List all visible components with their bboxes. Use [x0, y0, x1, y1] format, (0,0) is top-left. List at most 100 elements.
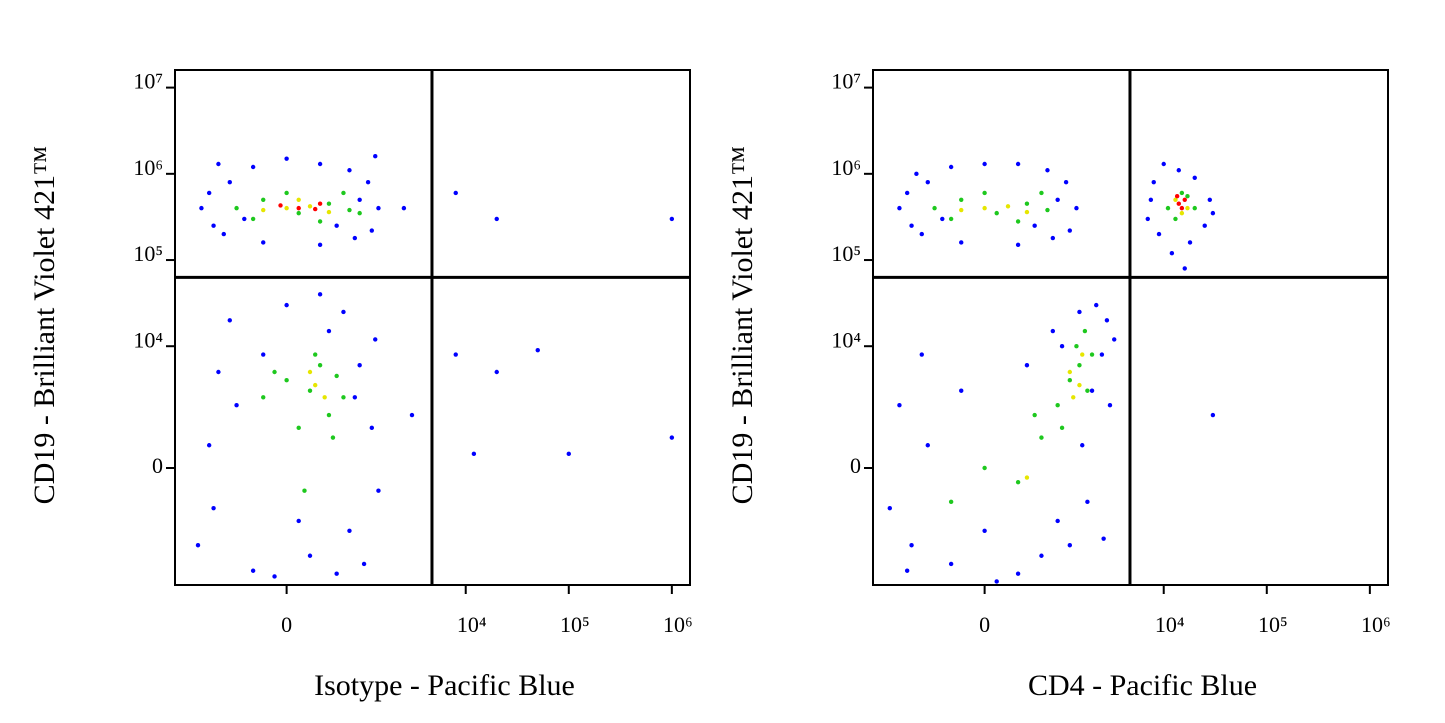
event-dot [1148, 197, 1154, 202]
event-dot [369, 228, 375, 233]
event-dot [242, 216, 247, 222]
event-dot [1074, 205, 1079, 211]
event-dot [341, 190, 346, 196]
event-dot [1005, 204, 1011, 209]
plot-frame [872, 69, 1389, 586]
event-dot [317, 219, 323, 224]
event-dot [1185, 205, 1190, 211]
event-dot [284, 378, 289, 383]
event-dot [250, 568, 256, 573]
event-dot [352, 235, 358, 241]
event-dot [1094, 302, 1099, 308]
event-dot [982, 190, 987, 196]
y-axis-title: CD19 - Brilliant Violet 421™ [726, 146, 759, 505]
event-dot [365, 179, 371, 185]
event-dot [982, 205, 987, 211]
event-dot [211, 505, 216, 511]
event-dot [1210, 210, 1216, 216]
event-dot [669, 435, 675, 440]
event-dot [1067, 378, 1073, 383]
event-dot [307, 369, 313, 375]
y-tick-label: 10⁵ [133, 241, 163, 266]
event-dot [1156, 231, 1162, 237]
event-dot [1067, 543, 1073, 548]
event-dot [1074, 344, 1079, 349]
event-dot [284, 156, 289, 161]
event-dot [227, 318, 232, 323]
event-dot [1179, 205, 1185, 211]
event-dot [1101, 536, 1106, 541]
event-dot [376, 205, 381, 211]
event-dot [994, 579, 999, 584]
event-dot [250, 164, 256, 170]
event-dot [494, 216, 499, 222]
x-tick-label: 10⁴ [457, 612, 487, 637]
event-dot [959, 240, 964, 245]
event-dot [948, 561, 954, 567]
event-dot [932, 205, 937, 211]
event-dot [1104, 318, 1110, 323]
x-axis-title: CD4 - Pacific Blue [1028, 669, 1257, 702]
y-tick-label: 10⁵ [831, 241, 861, 266]
event-dot [296, 210, 301, 216]
event-dot [1192, 205, 1197, 211]
event-dot [250, 216, 256, 222]
event-dot [1039, 190, 1044, 196]
event-dot [227, 179, 232, 185]
event-dot [313, 382, 318, 388]
event-dot [1050, 328, 1056, 334]
event-dot [914, 171, 919, 177]
event-dot [1112, 337, 1117, 342]
event-dot [216, 369, 221, 375]
event-dot [669, 216, 675, 222]
event-dot [887, 505, 892, 511]
event-dot [897, 403, 902, 408]
event-dot [261, 240, 266, 245]
event-dot [334, 223, 339, 228]
event-dot [1085, 499, 1090, 505]
event-dot [284, 302, 289, 308]
event-dot [1185, 194, 1190, 199]
event-dot [409, 412, 415, 418]
event-dot [307, 553, 313, 558]
event-dot [1050, 235, 1056, 241]
y-tick-label: 10⁷ [831, 69, 861, 94]
event-dot [1202, 223, 1207, 228]
event-dot [357, 363, 362, 368]
event-dot [261, 352, 266, 357]
event-dot [919, 352, 924, 357]
event-dot [1055, 197, 1060, 202]
x-tick-label: 10⁴ [1155, 612, 1185, 637]
event-dot [1015, 242, 1021, 248]
event-dot [317, 292, 323, 297]
event-dot [1067, 228, 1073, 233]
event-dot [1179, 210, 1185, 216]
event-dot [347, 168, 352, 173]
event-dot [302, 488, 307, 493]
event-dot [1089, 388, 1095, 393]
x-axis-title: Isotype - Pacific Blue [314, 669, 575, 702]
y-tick-label: 10⁶ [831, 155, 861, 180]
event-dot [948, 164, 954, 170]
event-dot [341, 395, 346, 400]
event-dot [904, 568, 910, 573]
event-dot [317, 201, 323, 206]
event-dot [453, 190, 458, 196]
event-dot [1059, 344, 1065, 349]
y-axis-title: CD19 - Brilliant Violet 421™ [28, 146, 61, 505]
event-dot [1032, 412, 1037, 418]
event-dot [1207, 197, 1213, 202]
event-dot [1015, 571, 1021, 576]
event-dot [994, 210, 999, 216]
event-dot [1085, 388, 1090, 393]
event-dot [959, 197, 964, 202]
y-tick-label: 10⁷ [133, 69, 163, 94]
event-dot [317, 363, 323, 368]
event-dot [940, 216, 945, 222]
event-dot [284, 190, 289, 196]
event-dot [216, 161, 221, 167]
event-dot [1063, 179, 1069, 185]
event-dot [296, 205, 301, 211]
event-dot [1024, 363, 1030, 368]
